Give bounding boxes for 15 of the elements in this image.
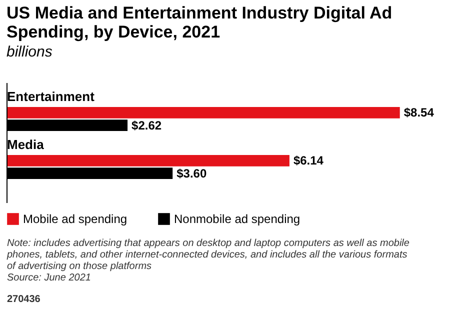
y-tick-label: Media — [7, 137, 45, 152]
text: 270436 — [7, 294, 41, 305]
legend-label: Nonmobile ad spending — [174, 212, 300, 226]
chart-subtitle: billions — [6, 44, 53, 60]
data-label: $3.60 — [176, 166, 207, 180]
bar — [7, 155, 290, 166]
bar — [7, 107, 400, 118]
legend-label: Mobile ad spending — [23, 212, 128, 226]
data-label: $8.54 — [404, 106, 434, 120]
data-label: $2.62 — [132, 118, 162, 132]
text: Note: includes advertising that appears on desktop and laptop computers as well as mobile phones, tablets, and other internet-connected devices, and includes all the various formats of advertising on those platforms — [6, 238, 410, 272]
chart-title: US Media and Entertainment Industry Digital Ad Spending, by Device, 2021 — [6, 4, 392, 42]
y-tick-label: Entertainment — [7, 89, 96, 104]
source-note: Source: June 2021 — [7, 272, 91, 284]
data-label: $6.14 — [293, 154, 324, 168]
